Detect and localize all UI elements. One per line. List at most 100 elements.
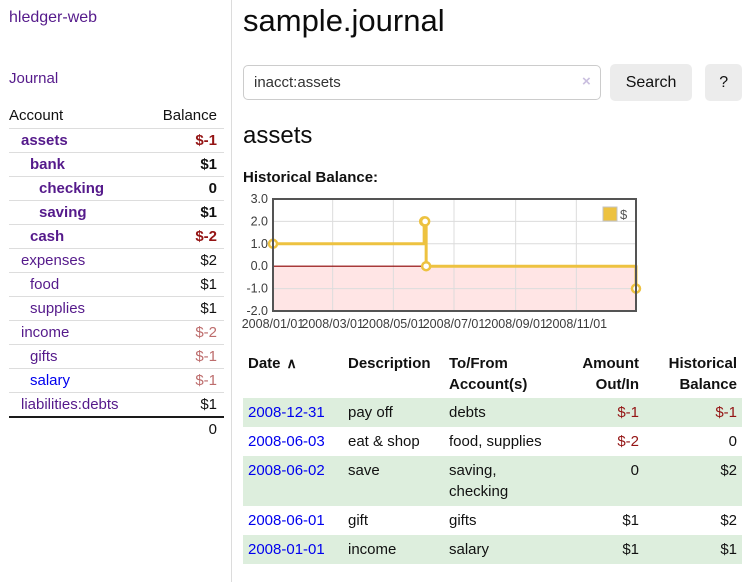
- transaction-accounts: saving, checking: [449, 462, 509, 500]
- transaction-description: save: [348, 462, 380, 479]
- transaction-date-link[interactable]: 2008-06-03: [248, 433, 325, 450]
- x-tick-label: 2008/05/01: [362, 317, 425, 331]
- account-link[interactable]: salary: [30, 372, 71, 389]
- account-link[interactable]: gifts: [30, 348, 58, 365]
- account-balance: $1: [200, 156, 217, 173]
- transaction-description: income: [348, 541, 397, 558]
- transactions-table: Date ∧ Description To/From Account(s) Amo…: [243, 350, 742, 564]
- transaction-row: 2008-12-31 pay off debts $-1 $-1: [243, 398, 742, 427]
- account-balance: $1: [200, 300, 217, 317]
- transaction-amount: $-1: [617, 404, 639, 421]
- accounts-total-balance: 0: [208, 421, 217, 438]
- transaction-date-cell: 2008-01-01: [243, 535, 343, 564]
- account-link[interactable]: saving: [39, 204, 87, 221]
- y-tick-label: 2.0: [251, 214, 268, 228]
- account-row: expenses $2: [9, 248, 224, 273]
- transaction-amount: $1: [622, 512, 639, 529]
- app-brand-link[interactable]: hledger-web: [9, 9, 98, 26]
- page-title: sample.journal: [243, 3, 445, 38]
- account-row: checking 0: [9, 176, 224, 201]
- sidebar-item-journal[interactable]: Journal: [9, 70, 59, 87]
- transactions-header-balance: Historical Balance: [668, 355, 737, 393]
- transaction-balance: 0: [728, 433, 737, 450]
- accounts-total-row: 0: [9, 417, 224, 441]
- account-row: assets $-1: [9, 128, 224, 153]
- account-balance: 0: [208, 180, 217, 197]
- clear-search-icon[interactable]: ×: [581, 73, 591, 90]
- account-link[interactable]: bank: [30, 156, 66, 173]
- transaction-date-cell: 2008-06-02: [243, 456, 343, 506]
- account-balance: $-2: [195, 324, 217, 341]
- transaction-row: 2008-06-03 eat & shop food, supplies $-2 0: [243, 427, 742, 456]
- account-link[interactable]: supplies: [30, 300, 86, 317]
- transactions-header-row: Date ∧ Description To/From Account(s) Amo…: [243, 350, 742, 398]
- transaction-date-link[interactable]: 2008-01-01: [248, 541, 325, 558]
- account-balance: $2: [200, 252, 217, 269]
- account-row: liabilities:debts $1: [9, 392, 224, 418]
- accounts-table: Account Balance assets $-1 bank $1 checking 0…: [9, 103, 224, 441]
- transaction-row: 2008-06-01 gift gifts $1 $2: [243, 506, 742, 535]
- x-tick-label: 2008/11/01: [546, 317, 608, 331]
- account-balance: $-1: [195, 372, 217, 389]
- account-name-cell: assets: [9, 129, 147, 153]
- search-bar: × Search ?: [243, 64, 742, 101]
- accounts-header-balance: Balance: [162, 107, 217, 124]
- transaction-date-cell: 2008-06-01: [243, 506, 343, 535]
- account-link[interactable]: expenses: [21, 252, 86, 269]
- transactions-table-body: 2008-12-31 pay off debts $-1 $-1 2008-06-03 ea…: [243, 398, 742, 564]
- transaction-balance: $-1: [715, 404, 737, 421]
- transactions-header-date[interactable]: Date ∧: [248, 355, 297, 372]
- data-point: [420, 260, 432, 272]
- y-tick-label: -1.0: [246, 282, 268, 296]
- transaction-balance: $1: [720, 541, 737, 558]
- account-balance: $1: [200, 396, 217, 413]
- transaction-accounts: gifts: [449, 512, 477, 529]
- account-row: bank $1: [9, 152, 224, 177]
- search-button[interactable]: Search: [609, 64, 693, 101]
- account-balance: $-1: [195, 348, 217, 365]
- transaction-date-link[interactable]: 2008-12-31: [248, 404, 325, 421]
- x-tick-label: 2008/03/01: [301, 317, 364, 331]
- account-row: food $1: [9, 272, 224, 297]
- account-link[interactable]: liabilities:debts: [21, 396, 119, 413]
- plot-border: [272, 198, 637, 312]
- transaction-amount: 0: [630, 462, 639, 479]
- account-balance: $1: [200, 204, 217, 221]
- account-heading: assets: [243, 122, 313, 149]
- account-row: salary $-1: [9, 368, 224, 393]
- data-point: [419, 216, 431, 227]
- chart-title: Historical Balance:: [243, 169, 379, 186]
- transaction-row: 2008-01-01 income salary $1 $1: [243, 535, 742, 564]
- transaction-description: gift: [348, 512, 369, 529]
- account-name-cell: gifts: [9, 345, 147, 369]
- account-row: income $-2: [9, 320, 224, 345]
- account-row: gifts $-1: [9, 344, 224, 369]
- account-name-cell: liabilities:debts: [9, 393, 147, 418]
- transaction-accounts: salary: [449, 541, 490, 558]
- account-link[interactable]: food: [30, 276, 60, 293]
- accounts-total-spacer: [9, 417, 147, 441]
- transaction-amount: $1: [622, 541, 639, 558]
- transactions-header-accounts: To/From Account(s): [449, 355, 528, 393]
- transaction-row: 2008-06-02 save saving, checking 0 $2: [243, 456, 742, 506]
- account-name-cell: checking: [9, 177, 147, 201]
- account-name-cell: food: [9, 273, 147, 297]
- transaction-date-link[interactable]: 2008-06-02: [248, 462, 325, 479]
- transaction-accounts: debts: [449, 404, 486, 421]
- y-tick-label: 1.0: [251, 237, 268, 251]
- transaction-description: pay off: [348, 404, 393, 421]
- account-row: supplies $1: [9, 296, 224, 321]
- x-tick-label: 2008/07/01: [423, 317, 486, 331]
- transaction-accounts: food, supplies: [449, 433, 542, 450]
- account-link[interactable]: income: [21, 324, 70, 341]
- account-link[interactable]: checking: [39, 180, 105, 197]
- transactions-header-description: Description: [348, 355, 431, 372]
- transaction-date-link[interactable]: 2008-06-01: [248, 512, 325, 529]
- account-link[interactable]: cash: [30, 228, 65, 245]
- help-button[interactable]: ?: [705, 64, 742, 101]
- search-input[interactable]: [243, 65, 601, 100]
- legend-label: $: [620, 207, 628, 222]
- account-link[interactable]: assets: [21, 132, 68, 149]
- account-name-cell: income: [9, 321, 147, 345]
- accounts-header-account: Account: [9, 107, 64, 124]
